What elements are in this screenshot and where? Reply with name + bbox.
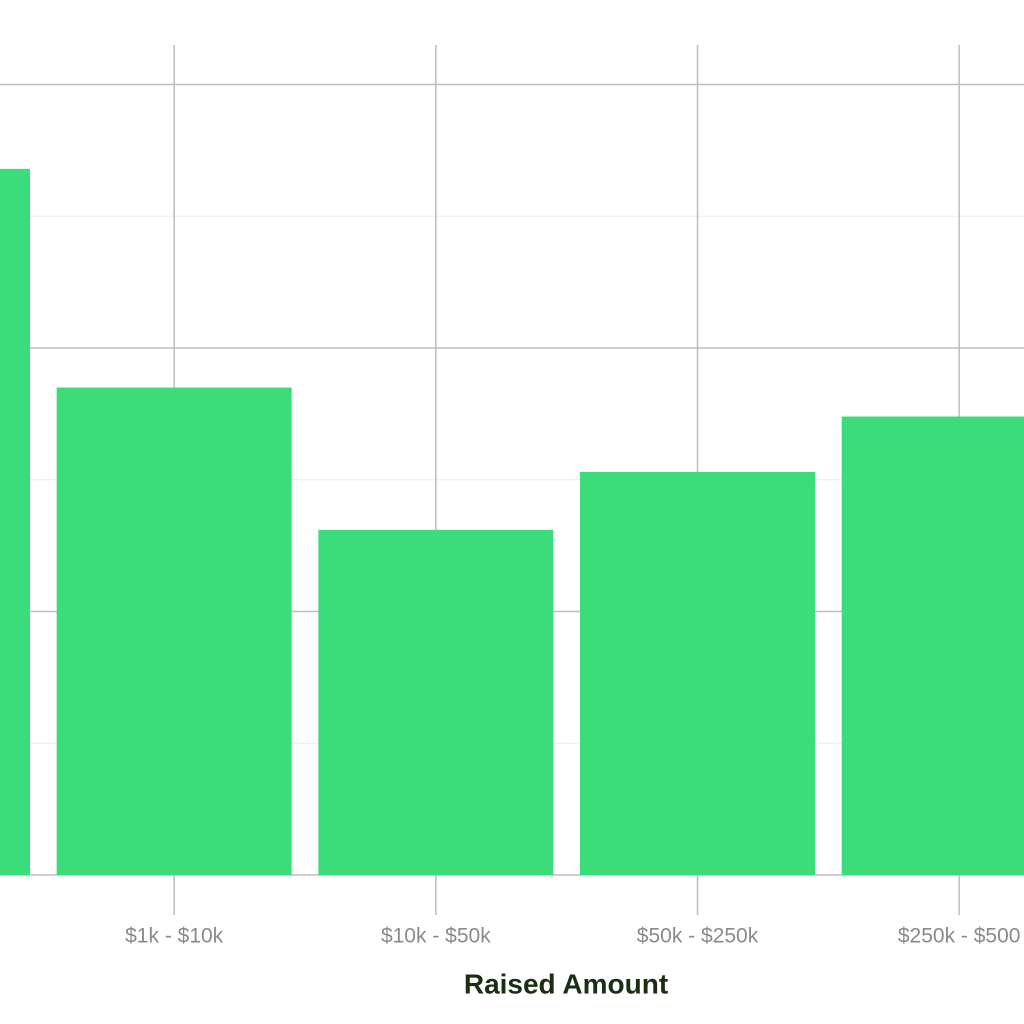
x-tick-label: $50k - $250k <box>637 925 759 948</box>
bar <box>56 387 292 875</box>
bar <box>318 529 554 875</box>
bar <box>0 168 30 876</box>
bar <box>841 416 1024 875</box>
x-axis-title: Raised Amount <box>464 968 668 999</box>
bar <box>580 471 816 875</box>
x-tick-label: $10k - $50k <box>381 925 491 948</box>
x-tick-label: $1k - $10k <box>125 925 224 948</box>
x-tick-label: $250k - $500 <box>898 925 1021 948</box>
